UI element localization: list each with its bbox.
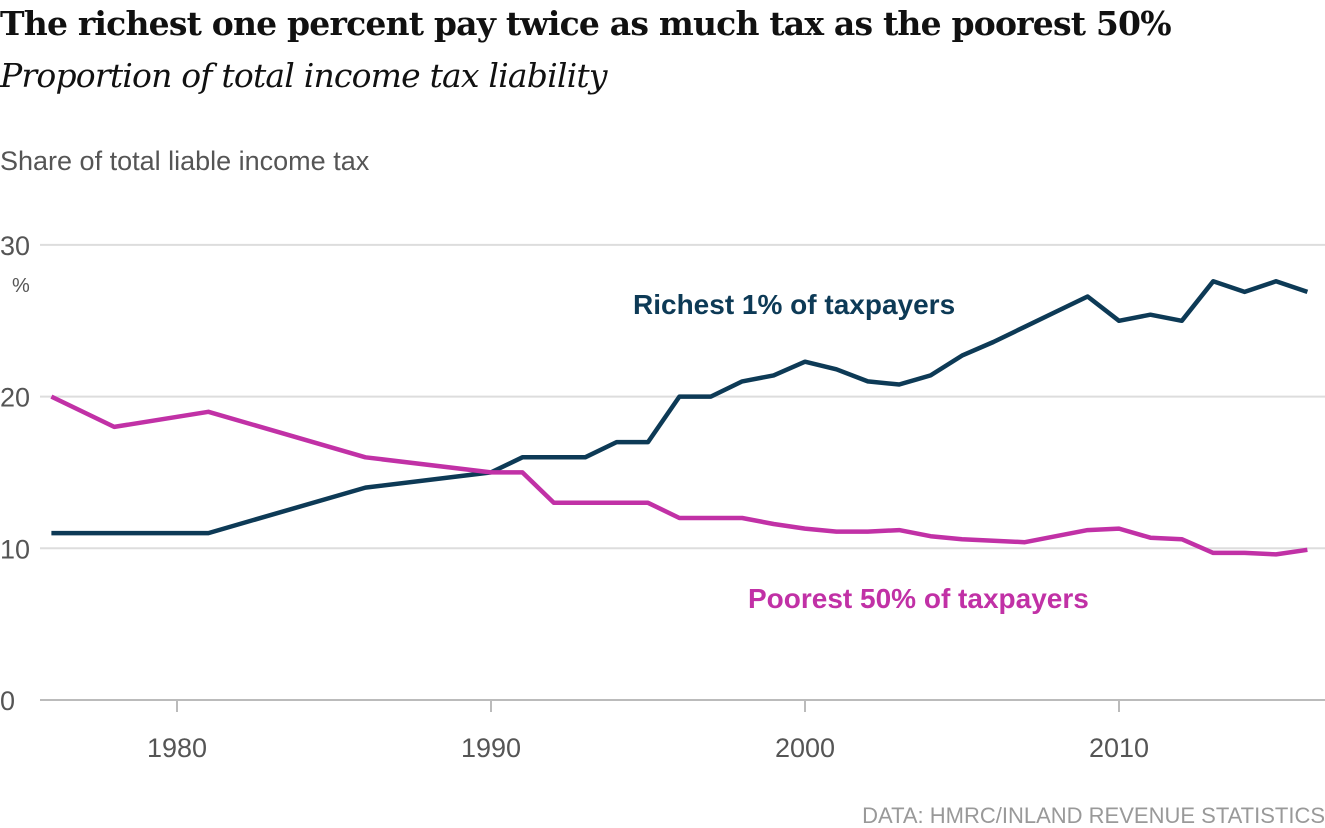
y-unit-label: % xyxy=(12,275,30,297)
series-label-richest: Richest 1% of taxpayers xyxy=(633,289,955,320)
y-tick-label: 30 xyxy=(0,231,30,261)
chart-subtitle: Proportion of total income tax liability xyxy=(0,56,608,95)
y-axis-label: Share of total liable income tax xyxy=(0,146,370,176)
series-line-poorest xyxy=(50,394,1308,557)
chart-title: The richest one percent pay twice as muc… xyxy=(0,4,1172,43)
x-tick-label: 2000 xyxy=(775,733,835,763)
x-tick-label: 2010 xyxy=(1089,733,1149,763)
series-label-poorest: Poorest 50% of taxpayers xyxy=(748,583,1089,614)
y-tick-label: 0 xyxy=(0,686,15,716)
y-tick-label: 10 xyxy=(0,534,30,564)
y-tick-label: 20 xyxy=(0,383,30,413)
source-note: DATA: HMRC/INLAND REVENUE STATISTICS xyxy=(862,803,1325,828)
x-tick-label: 1990 xyxy=(461,733,521,763)
x-tick-label: 1980 xyxy=(147,733,207,763)
